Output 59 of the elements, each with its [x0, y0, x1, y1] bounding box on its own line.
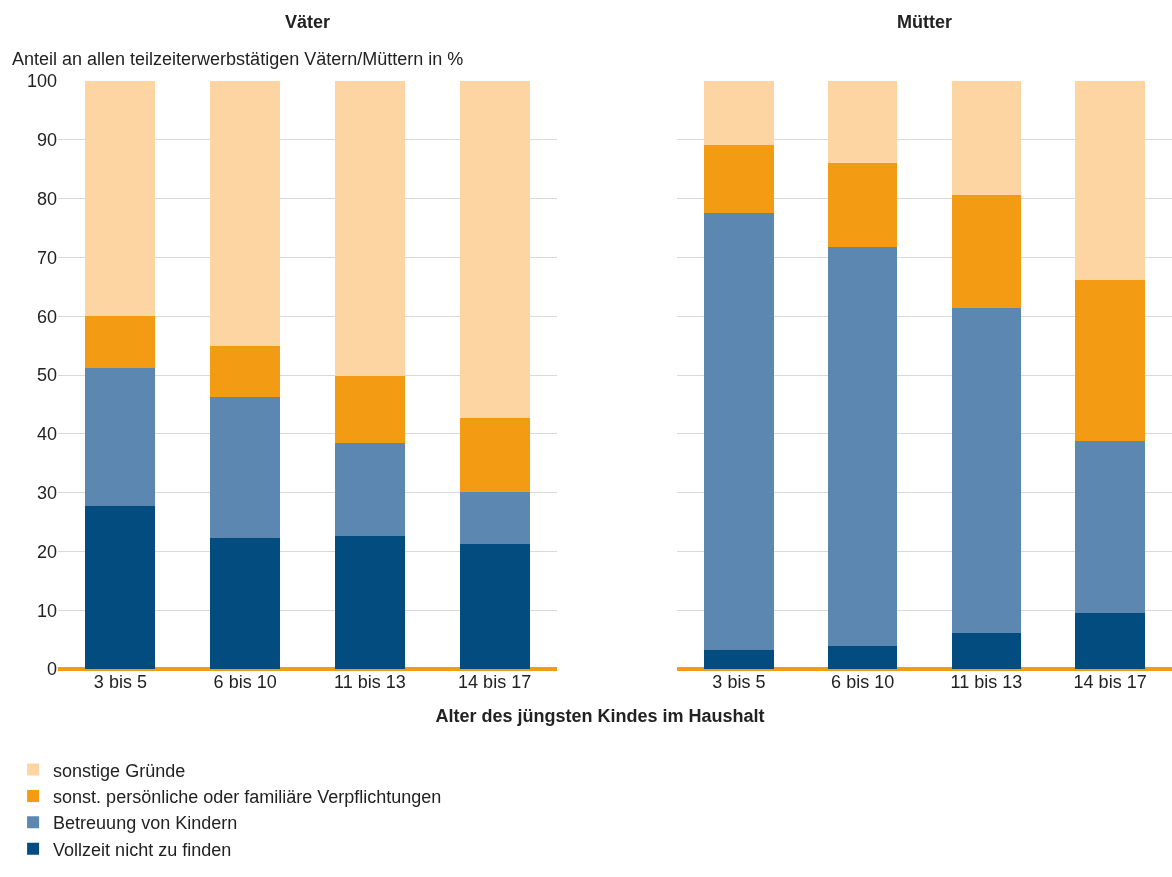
y-tick-label: 20	[36, 541, 57, 562]
x-tick-label: 3 bis 5	[93, 672, 147, 692]
bar	[951, 81, 1022, 196]
y-tick-label: 80	[36, 188, 57, 209]
legend-label: Vollzeit nicht zu finden	[53, 839, 232, 860]
y-tick-label: 30	[36, 482, 57, 503]
legend-label: Betreuung von Kindern	[53, 813, 238, 834]
bar	[951, 195, 1022, 308]
bar	[459, 543, 530, 669]
y-tick-label: 100	[26, 71, 57, 92]
bar	[704, 145, 774, 213]
bar	[704, 81, 774, 146]
bar	[459, 417, 530, 493]
x-tick-label: 11 bis 13	[334, 672, 406, 692]
bar	[85, 367, 156, 507]
x-tick-label: 14 bis 17	[1073, 672, 1147, 692]
bar	[1075, 613, 1145, 669]
bar	[459, 492, 530, 544]
y-tick-label: 70	[36, 247, 57, 268]
bar	[210, 396, 281, 538]
bar	[85, 81, 156, 317]
x-axis-title: Alter des jüngsten Kindes im Haushalt	[434, 706, 766, 727]
bar	[827, 81, 898, 163]
bar	[334, 536, 405, 669]
x-tick-label: 3 bis 5	[712, 672, 766, 692]
chart-title: Väter	[284, 12, 331, 33]
y-tick-label: 40	[36, 424, 57, 445]
bar	[951, 307, 1022, 634]
y-tick-label: 60	[36, 306, 57, 327]
bar	[1075, 81, 1145, 280]
bar	[827, 246, 898, 647]
bar	[334, 376, 405, 444]
bar	[334, 443, 405, 537]
bar	[210, 81, 281, 347]
bar	[85, 506, 156, 669]
x-tick-label: 6 bis 10	[213, 672, 277, 692]
bar	[334, 81, 405, 377]
bar	[210, 346, 281, 397]
y-tick-label: 90	[36, 130, 57, 151]
bar	[459, 81, 530, 418]
x-tick-label: 6 bis 10	[831, 672, 895, 692]
y-tick-label: 50	[36, 365, 57, 386]
legend-label: sonstige Gründe	[53, 760, 186, 781]
bar	[827, 162, 898, 247]
y-tick-label: 0	[46, 659, 57, 680]
bar	[704, 212, 774, 651]
bar	[1075, 279, 1145, 441]
bar	[827, 646, 898, 669]
bar	[704, 650, 774, 669]
x-tick-label: 11 bis 13	[950, 672, 1023, 692]
bar	[210, 537, 281, 669]
bar	[951, 633, 1022, 669]
x-tick-label: 14 bis 17	[458, 672, 532, 692]
bar	[85, 316, 156, 368]
bar	[1075, 440, 1145, 614]
chart-title: Mütter	[897, 12, 952, 33]
y-axis-title: Anteil an allen teilzeiterwerbstätigen Vätern/Müttern in %	[12, 49, 464, 69]
y-tick-label: 10	[36, 600, 57, 621]
legend-label: sonst. persönliche oder familiäre Verpflichtungen	[53, 786, 442, 807]
